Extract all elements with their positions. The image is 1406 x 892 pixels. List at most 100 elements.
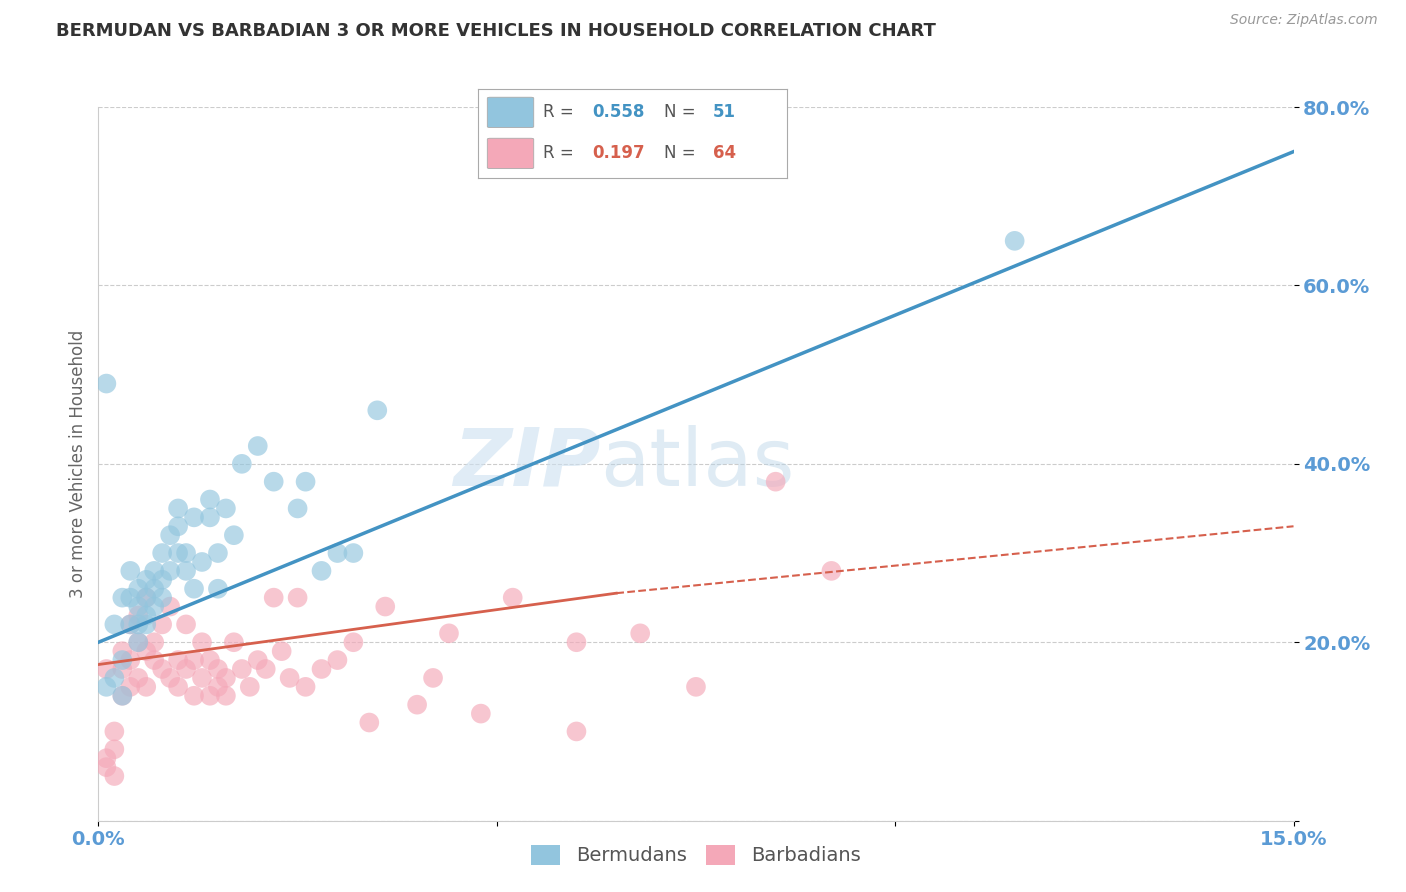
- Point: [159, 599, 181, 614]
- Point: [246, 653, 269, 667]
- Point: [565, 724, 588, 739]
- Point: [231, 457, 253, 471]
- Point: [167, 501, 190, 516]
- Point: [120, 617, 142, 632]
- Point: [103, 671, 125, 685]
- Point: [207, 662, 229, 676]
- Point: [222, 528, 245, 542]
- Point: [127, 635, 149, 649]
- Point: [103, 769, 125, 783]
- Point: [143, 582, 166, 596]
- Point: [359, 715, 381, 730]
- Point: [135, 608, 157, 623]
- Point: [111, 662, 134, 676]
- Text: 64: 64: [713, 145, 737, 162]
- Point: [96, 760, 118, 774]
- Point: [174, 546, 197, 560]
- Point: [565, 635, 588, 649]
- Point: [263, 591, 285, 605]
- Point: [191, 635, 214, 649]
- Point: [263, 475, 285, 489]
- Point: [311, 662, 333, 676]
- Point: [311, 564, 333, 578]
- Point: [127, 671, 149, 685]
- Point: [1004, 234, 1026, 248]
- Point: [135, 591, 157, 605]
- Text: 0.558: 0.558: [592, 103, 645, 121]
- Point: [374, 599, 396, 614]
- Point: [111, 591, 134, 605]
- Point: [294, 680, 316, 694]
- Text: R =: R =: [543, 145, 574, 162]
- Text: 0.197: 0.197: [592, 145, 645, 162]
- Point: [111, 644, 134, 658]
- Point: [191, 555, 214, 569]
- Point: [127, 608, 149, 623]
- Point: [254, 662, 277, 676]
- Point: [183, 510, 205, 524]
- Point: [103, 742, 125, 756]
- Point: [167, 519, 190, 533]
- Point: [326, 653, 349, 667]
- Point: [191, 671, 214, 685]
- Y-axis label: 3 or more Vehicles in Household: 3 or more Vehicles in Household: [69, 330, 87, 598]
- Point: [150, 617, 173, 632]
- Point: [198, 510, 221, 524]
- Point: [207, 546, 229, 560]
- Point: [174, 564, 197, 578]
- Point: [174, 662, 197, 676]
- Text: N =: N =: [664, 145, 695, 162]
- Point: [502, 591, 524, 605]
- Point: [120, 680, 142, 694]
- Text: Source: ZipAtlas.com: Source: ZipAtlas.com: [1230, 13, 1378, 28]
- Point: [422, 671, 444, 685]
- Point: [111, 689, 134, 703]
- Point: [167, 653, 190, 667]
- Point: [150, 546, 173, 560]
- Point: [287, 501, 309, 516]
- Point: [96, 680, 118, 694]
- Point: [294, 475, 316, 489]
- Point: [103, 617, 125, 632]
- Point: [127, 582, 149, 596]
- Point: [127, 635, 149, 649]
- FancyBboxPatch shape: [488, 138, 534, 169]
- Point: [820, 564, 842, 578]
- Point: [215, 501, 238, 516]
- Text: ZIP: ZIP: [453, 425, 600, 503]
- Point: [135, 644, 157, 658]
- Point: [120, 617, 142, 632]
- Point: [287, 591, 309, 605]
- Point: [167, 680, 190, 694]
- Point: [342, 546, 364, 560]
- Text: BERMUDAN VS BARBADIAN 3 OR MORE VEHICLES IN HOUSEHOLD CORRELATION CHART: BERMUDAN VS BARBADIAN 3 OR MORE VEHICLES…: [56, 22, 936, 40]
- Point: [143, 653, 166, 667]
- Point: [127, 617, 149, 632]
- Legend: Bermudans, Barbadians: Bermudans, Barbadians: [522, 835, 870, 875]
- Point: [183, 653, 205, 667]
- Point: [278, 671, 301, 685]
- Point: [207, 582, 229, 596]
- Point: [685, 680, 707, 694]
- Point: [135, 573, 157, 587]
- Point: [135, 617, 157, 632]
- Point: [143, 564, 166, 578]
- Text: R =: R =: [543, 103, 574, 121]
- Point: [222, 635, 245, 649]
- Point: [215, 671, 238, 685]
- Point: [135, 591, 157, 605]
- Point: [406, 698, 429, 712]
- Point: [215, 689, 238, 703]
- Point: [198, 492, 221, 507]
- Point: [198, 689, 221, 703]
- Point: [207, 680, 229, 694]
- Text: atlas: atlas: [600, 425, 794, 503]
- Point: [96, 376, 118, 391]
- Point: [183, 689, 205, 703]
- Point: [120, 564, 142, 578]
- Text: 51: 51: [713, 103, 737, 121]
- Point: [342, 635, 364, 649]
- Point: [270, 644, 292, 658]
- Point: [159, 528, 181, 542]
- Point: [231, 662, 253, 676]
